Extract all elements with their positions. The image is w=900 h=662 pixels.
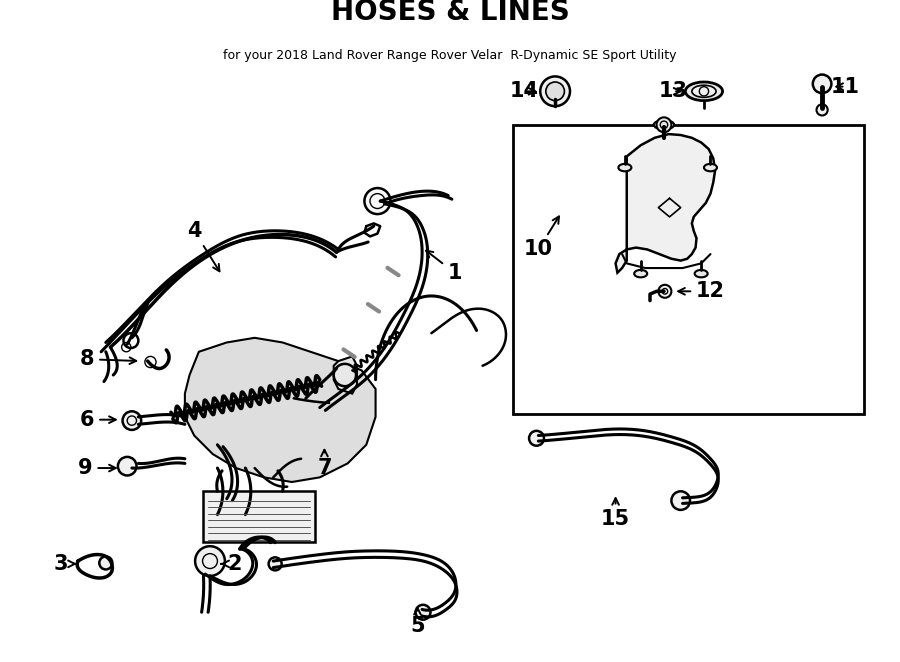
Text: 8: 8 (80, 350, 136, 369)
Text: 4: 4 (187, 221, 220, 271)
Text: 2: 2 (221, 554, 241, 574)
Text: 7: 7 (317, 449, 332, 478)
Circle shape (659, 285, 671, 298)
Ellipse shape (704, 164, 717, 171)
Bar (203, 491, 315, 542)
Polygon shape (616, 134, 716, 273)
Text: 12: 12 (679, 281, 725, 301)
Text: HOSES & LINES: HOSES & LINES (330, 0, 570, 26)
Circle shape (813, 75, 832, 93)
Circle shape (268, 557, 282, 571)
Circle shape (816, 105, 828, 115)
Circle shape (195, 546, 225, 576)
Ellipse shape (634, 270, 647, 277)
Circle shape (122, 411, 141, 430)
Text: 3: 3 (54, 554, 75, 574)
Ellipse shape (653, 120, 674, 130)
Ellipse shape (695, 270, 707, 277)
Text: 6: 6 (80, 410, 116, 430)
Circle shape (671, 491, 690, 510)
Ellipse shape (686, 82, 723, 101)
Text: 11: 11 (831, 77, 860, 97)
Bar (513, 125, 864, 414)
Circle shape (99, 557, 112, 569)
Text: 1: 1 (426, 251, 462, 283)
Text: 9: 9 (78, 458, 116, 478)
Circle shape (545, 82, 564, 101)
Polygon shape (334, 356, 357, 394)
Text: 5: 5 (410, 608, 425, 636)
Circle shape (529, 431, 544, 446)
Ellipse shape (692, 85, 716, 97)
Polygon shape (184, 338, 375, 482)
Circle shape (416, 605, 430, 620)
Ellipse shape (618, 164, 632, 171)
Text: 15: 15 (601, 498, 630, 529)
Circle shape (364, 188, 391, 214)
Text: 13: 13 (659, 81, 688, 101)
Circle shape (334, 364, 356, 386)
Text: for your 2018 Land Rover Range Rover Velar  R-Dynamic SE Sport Utility: for your 2018 Land Rover Range Rover Vel… (223, 50, 677, 62)
Circle shape (118, 457, 137, 475)
Text: 10: 10 (524, 216, 559, 260)
Circle shape (656, 117, 671, 132)
Text: 14: 14 (510, 81, 539, 101)
Circle shape (540, 76, 570, 106)
